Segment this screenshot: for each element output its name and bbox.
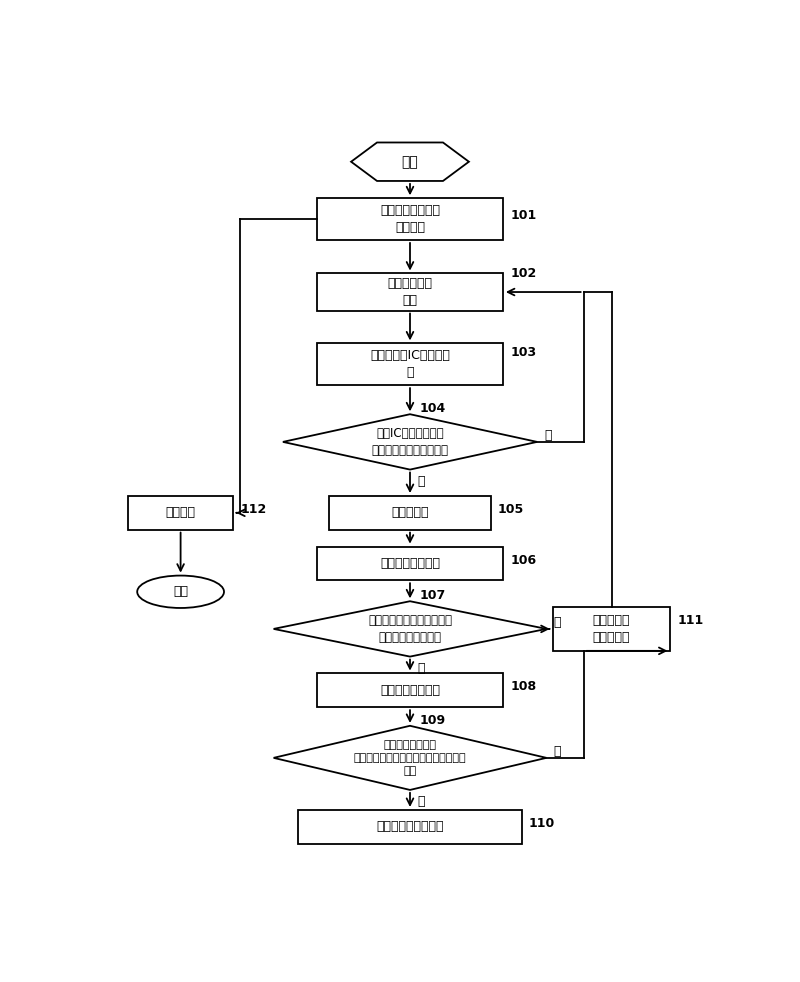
Text: 111: 111	[678, 615, 704, 627]
Text: 102: 102	[510, 267, 537, 280]
Text: 是: 是	[418, 662, 425, 675]
Text: 结束: 结束	[173, 585, 188, 598]
Text: 初始化，等待上位
机的指令: 初始化，等待上位 机的指令	[380, 204, 440, 234]
Text: 110: 110	[529, 817, 555, 830]
Text: 否: 否	[545, 429, 552, 442]
Text: 接受上位机的
指令: 接受上位机的 指令	[387, 277, 433, 307]
Text: 是: 是	[418, 795, 425, 808]
Text: 判断待测转换电压
是否与当前音频信号输入时的固定电压
匹配: 判断待测转换电压 是否与当前音频信号输入时的固定电压 匹配	[354, 739, 466, 776]
Text: 104: 104	[419, 403, 446, 415]
Text: 106: 106	[510, 554, 537, 567]
Text: 112: 112	[241, 503, 267, 516]
Text: 108: 108	[510, 681, 537, 693]
Text: 根据IC芯片的标准电
压判断待测电压是否合格: 根据IC芯片的标准电 压判断待测电压是否合格	[371, 427, 449, 457]
Text: 指示线路板
检测不合格: 指示线路板 检测不合格	[593, 614, 630, 644]
Text: 107: 107	[419, 589, 446, 602]
Text: 结束指令: 结束指令	[166, 507, 196, 519]
Text: 否: 否	[554, 616, 562, 628]
Text: 否: 否	[554, 744, 562, 757]
Text: 整个线路板检测合格: 整个线路板检测合格	[376, 820, 444, 833]
Text: 开始: 开始	[402, 155, 418, 169]
Text: 109: 109	[419, 714, 446, 727]
Text: 判断获得的待测像点是否在
预设定像点范围之内: 判断获得的待测像点是否在 预设定像点范围之内	[368, 614, 452, 644]
Text: 音频信号输出检测: 音频信号输出检测	[380, 683, 440, 697]
Text: 测试线路板IC芯片的电
压: 测试线路板IC芯片的电 压	[370, 350, 450, 379]
Text: 切换信号源: 切换信号源	[391, 507, 429, 519]
Text: 105: 105	[498, 503, 524, 516]
Text: 视频信号输出检测: 视频信号输出检测	[380, 557, 440, 570]
Text: 是: 是	[418, 475, 425, 488]
Text: 101: 101	[510, 209, 537, 222]
Text: 103: 103	[510, 346, 537, 358]
